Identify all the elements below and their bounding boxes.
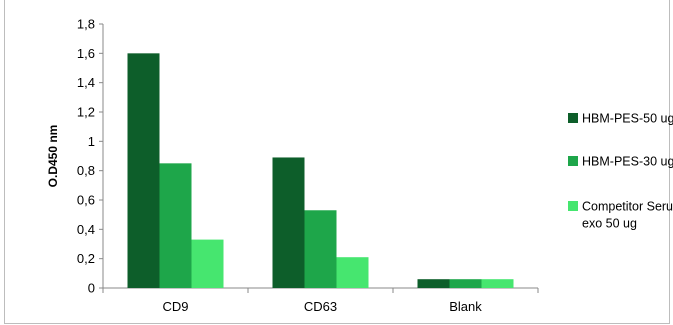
bar <box>481 279 514 288</box>
bar <box>417 279 450 288</box>
y-axis: 0 0,2 0,4 0,6 0,8 1 1,2 1,4 1,6 1,8 <box>77 17 104 296</box>
bar <box>336 257 369 288</box>
bar <box>272 157 305 288</box>
y-tick-label: 0,4 <box>77 222 95 237</box>
x-tick-label: CD63 <box>304 299 337 314</box>
legend-label: HBM-PES-30 ug <box>582 155 673 169</box>
x-tick-label: CD9 <box>162 299 188 314</box>
y-tick-label: 1,2 <box>77 105 95 120</box>
y-tick-label: 1,4 <box>77 75 95 90</box>
y-tick-label: 0 <box>88 281 95 296</box>
legend-swatch <box>568 201 578 211</box>
y-tick-label: 1 <box>88 134 95 149</box>
y-tick-label: 0,8 <box>77 163 95 178</box>
y-tick-label: 0,6 <box>77 193 95 208</box>
x-axis: CD9 CD63 Blank <box>102 287 539 314</box>
y-tick-label: 0,2 <box>77 251 95 266</box>
x-tick-label: Blank <box>449 299 482 314</box>
bar <box>159 163 192 288</box>
bar-chart: 00,20,40,60,811,21,41,61,8 CD9 CD63 Blank … <box>46 17 673 315</box>
legend-label: Competitor Serumexo 50 ug <box>582 200 673 231</box>
chart-frame: 0 0,2 0,4 0,6 0,8 1 1,2 1,4 1,6 1,8 CD9 CD63 Blank … <box>4 0 673 324</box>
bar <box>304 210 337 288</box>
bar <box>449 279 482 288</box>
legend-swatch <box>568 113 578 123</box>
legend: HBM-PES-50 ug HBM-PES-30 ug Competitor Ser… <box>568 112 673 231</box>
bar <box>191 239 224 288</box>
y-tick-label: 1,8 <box>77 17 95 32</box>
bars <box>127 53 514 289</box>
legend-label: HBM-PES-50 ug <box>582 112 673 126</box>
y-axis-label: O.D450 nm <box>46 125 60 188</box>
bar <box>127 53 160 289</box>
legend-swatch <box>568 156 578 166</box>
y-tick-label: 1,6 <box>77 46 95 61</box>
